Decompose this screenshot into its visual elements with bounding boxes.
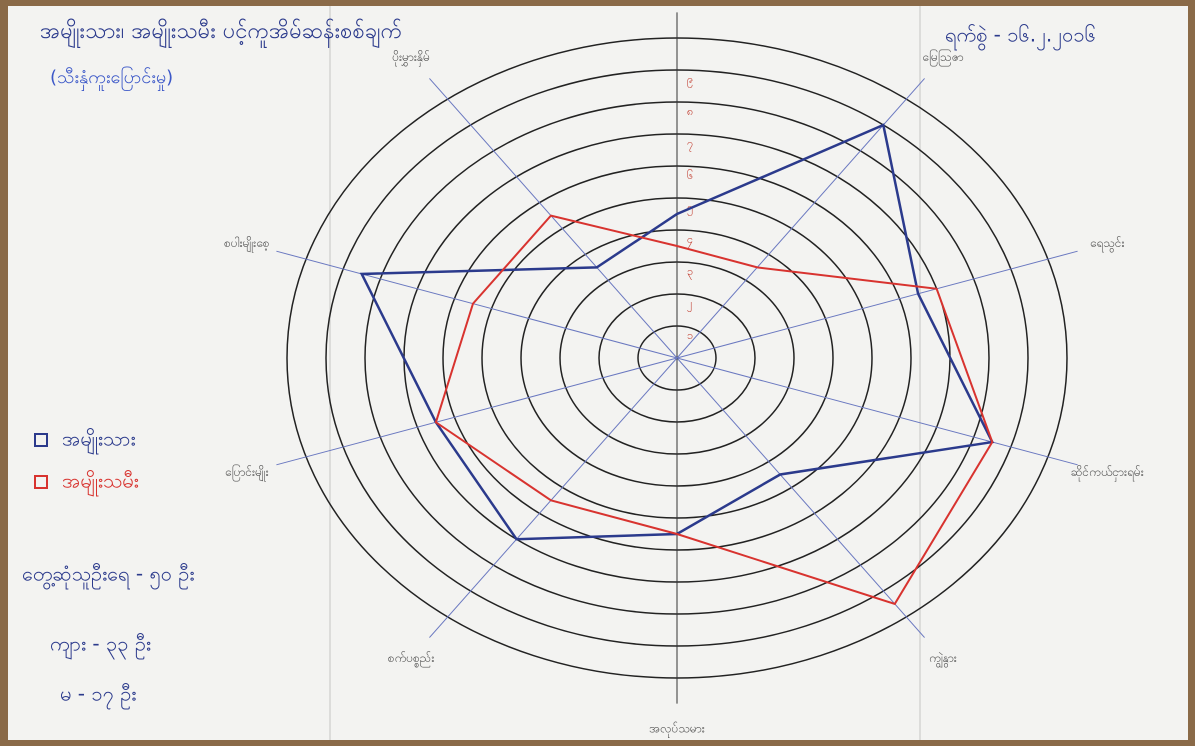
r-tick-label: ၄	[687, 233, 693, 248]
r-tick-label: ၇	[687, 137, 693, 152]
paper	[8, 6, 1188, 740]
r-tick-label: ၈	[687, 105, 693, 118]
legend-label: အမျိုးသမီး	[62, 469, 139, 497]
legend-label: အမျိုးသား	[62, 427, 136, 455]
photo: အမျိုးသား၊ အမျိုးသမီး ပင့်ကူအိမ်ဆန်းစစ်ခ…	[0, 0, 1195, 746]
r-tick-label: ၆	[687, 169, 693, 182]
note: ကျား - ၃၃ ဦး	[50, 632, 151, 660]
date: ရက်စွဲ - ၁၆.၂.၂၀၁၆	[945, 23, 1096, 51]
r-tick-label: ၂	[687, 297, 692, 312]
r-tick-label: ၉	[687, 73, 693, 88]
note: မ - ၁၇ ဦး	[60, 682, 136, 710]
note: တွေ့ဆုံသူဦးရေ - ၅၀ ဦး	[22, 562, 194, 590]
subtitle: (သီးနှံကူးပြောင်းမှု)	[50, 66, 173, 91]
r-tick-label: ၃	[687, 265, 693, 280]
